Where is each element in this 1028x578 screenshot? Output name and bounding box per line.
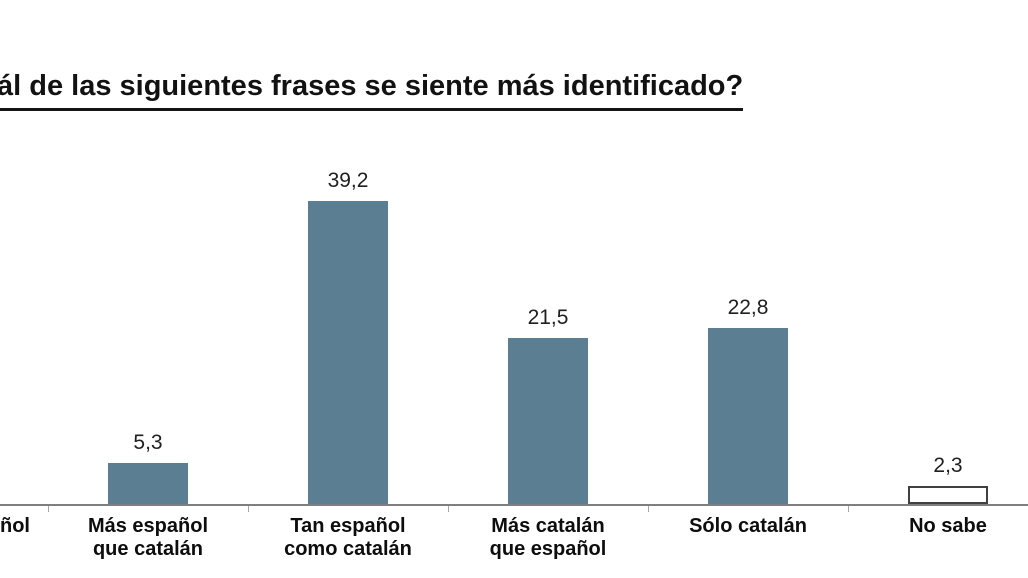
x-axis-line: [0, 504, 1028, 506]
bar-2: [308, 201, 388, 504]
bar-value-label: 21,5: [527, 306, 569, 329]
category-label-4: Sólo catalán: [689, 515, 807, 537]
chart-title: ál de las siguientes frases se siente má…: [0, 70, 744, 111]
x-axis-tick: [448, 506, 449, 512]
bar-5: [908, 486, 988, 504]
chart-title-text: ál de las siguientes frases se siente má…: [0, 70, 744, 111]
bar-value-label: 39,2: [327, 169, 369, 192]
bar-3: [508, 338, 588, 504]
category-label-2: Tan español como catalán: [284, 515, 412, 560]
x-axis-tick: [48, 506, 49, 512]
category-label-5: No sabe: [909, 515, 987, 537]
category-label-3: Más catalán que español: [489, 515, 607, 560]
bar-1: [108, 463, 188, 504]
category-label-0: ñol: [0, 515, 30, 537]
bar-4: [708, 328, 788, 504]
x-axis-tick: [248, 506, 249, 512]
x-axis-tick: [648, 506, 649, 512]
category-label-1: Más español que catalán: [87, 515, 209, 560]
bar-value-label: 2,3: [933, 454, 963, 477]
x-axis-tick: [848, 506, 849, 512]
bar-value-label: 5,3: [133, 431, 163, 454]
bar-value-label: 22,8: [727, 296, 769, 319]
